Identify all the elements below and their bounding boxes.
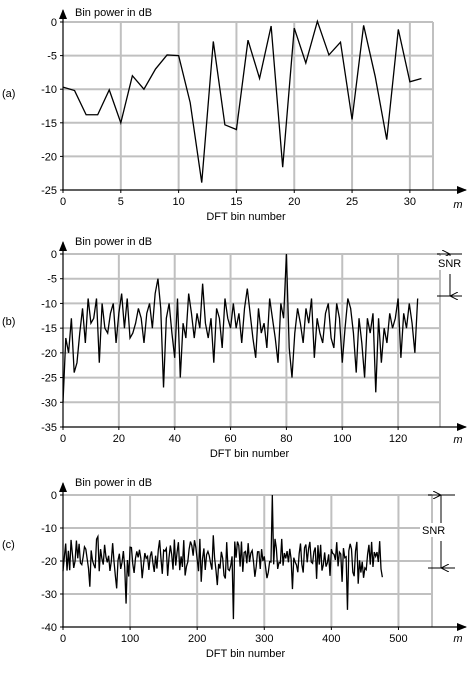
y-tick-label: -25	[41, 373, 57, 385]
series-line	[62, 253, 419, 403]
snr-label-bg	[436, 256, 464, 270]
x-unit-label: m	[453, 199, 462, 211]
y-tick-label: -15	[41, 118, 57, 130]
chart-panel-b: 0-5-10-15-20-25-30-350 20 40 60 80 100 120Bin …	[2, 236, 467, 460]
x-tick-label: 25	[346, 196, 358, 208]
x-tick-label: 30	[404, 196, 416, 208]
panel-label: (a)	[2, 88, 15, 100]
x-tick-label: 5	[118, 196, 124, 208]
y-tick-label: -20	[41, 151, 57, 163]
series-line	[62, 19, 422, 183]
x-tick-label: 0	[60, 633, 66, 645]
panel-label: (b)	[2, 316, 15, 328]
x-tick-label: 0	[60, 433, 66, 445]
x-tick-label: 20	[288, 196, 300, 208]
x-tick-label: 500	[389, 633, 407, 645]
x-axis-label: DFT bin number	[206, 211, 286, 223]
x-tick-label: 100	[333, 433, 351, 445]
y-tick-label: -30	[41, 397, 57, 409]
y-tick-label: -15	[41, 323, 57, 335]
y-tick-label: -10	[41, 298, 57, 310]
chart-title: Bin power in dB	[75, 7, 152, 19]
y-tick-label: 0	[51, 490, 57, 502]
x-tick-label: 200	[188, 633, 206, 645]
y-tick-label: -20	[41, 348, 57, 360]
x-axis-label: DFT bin number	[206, 648, 286, 660]
y-tick-label: -20	[41, 556, 57, 568]
series-line	[62, 494, 383, 620]
snr-label: SNR	[422, 525, 445, 537]
snr-label-bg	[420, 523, 448, 537]
y-tick-label: -5	[47, 51, 57, 63]
snr-label: SNR	[438, 258, 461, 270]
chart-title: Bin power in dB	[75, 236, 152, 248]
x-unit-label: m	[453, 633, 462, 645]
y-tick-label: -30	[41, 589, 57, 601]
y-tick-label: 0	[51, 17, 57, 29]
x-tick-label: 400	[322, 633, 340, 645]
panel-label: (c)	[2, 539, 15, 551]
x-tick-label: 10	[173, 196, 185, 208]
x-tick-label: 0	[60, 196, 66, 208]
x-axis-label: DFT bin number	[210, 448, 290, 460]
y-tick-label: -25	[41, 185, 57, 197]
x-tick-label: 300	[255, 633, 273, 645]
x-tick-label: 40	[169, 433, 181, 445]
y-tick-label: -5	[47, 274, 57, 286]
x-tick-label: 80	[280, 433, 292, 445]
y-tick-label: -40	[41, 622, 57, 634]
x-tick-label: 120	[389, 433, 407, 445]
x-unit-label: m	[453, 434, 462, 446]
x-tick-label: 100	[121, 633, 139, 645]
y-tick-label: -10	[41, 523, 57, 535]
x-tick-label: 20	[113, 433, 125, 445]
chart-title: Bin power in dB	[75, 477, 152, 489]
y-tick-label: 0	[51, 249, 57, 261]
x-tick-label: 15	[230, 196, 242, 208]
y-tick-label: -35	[41, 422, 57, 434]
y-tick-label: -10	[41, 84, 57, 96]
x-tick-label: 60	[224, 433, 236, 445]
